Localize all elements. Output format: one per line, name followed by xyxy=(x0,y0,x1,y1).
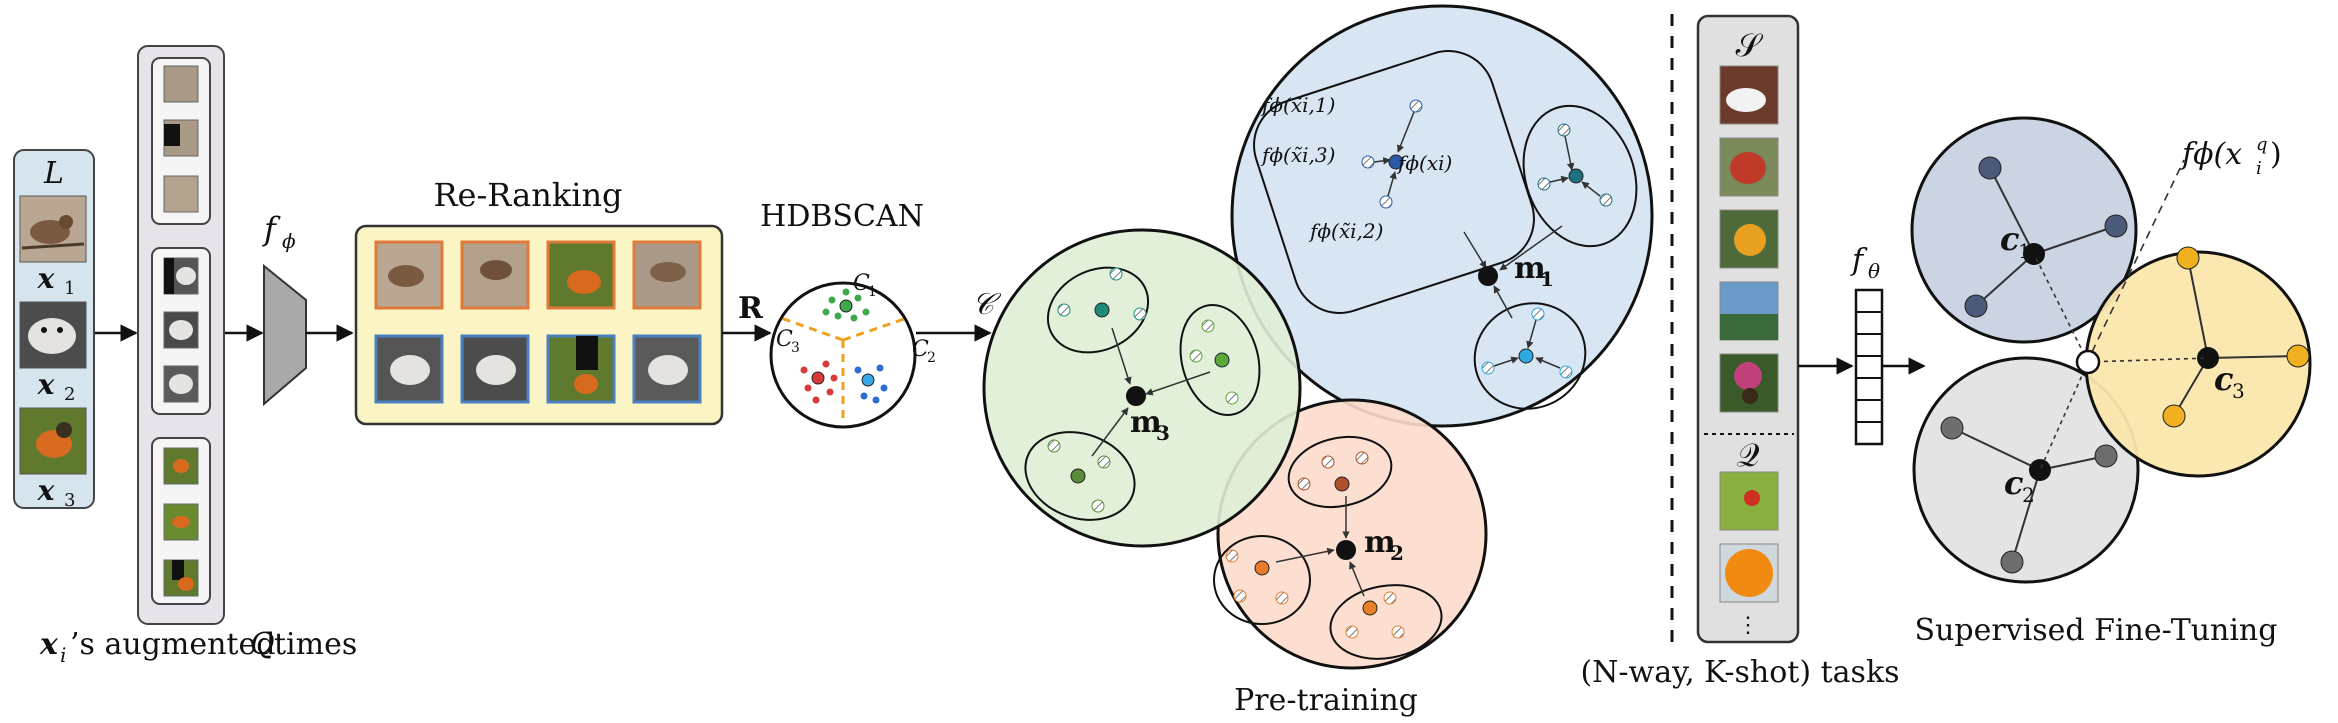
caption-augment-x: x xyxy=(39,627,59,662)
prototype-m1 xyxy=(1478,266,1498,286)
label-c1: c xyxy=(2000,220,2019,258)
query-set-label: 𝒬 xyxy=(1737,436,1760,474)
query-label-close: ) xyxy=(2270,137,2282,172)
finetune-head-vector xyxy=(1854,288,1884,446)
label-m1-sub: 1 xyxy=(1540,267,1554,291)
class-region-c2 xyxy=(1912,356,2140,584)
cluster-m1-region xyxy=(1230,4,1654,428)
hdbscan-title: HDBSCAN xyxy=(760,199,924,234)
class-region-c1 xyxy=(1910,116,2138,344)
hdbscan-label-c1-sub: 1 xyxy=(868,284,877,300)
caption-augment-text: ’s augmented xyxy=(70,627,275,662)
label-c2-sub: 2 xyxy=(2022,483,2035,507)
caption-augment-times: times xyxy=(274,627,357,662)
label-f-xi2: fϕ(x̃i,2) xyxy=(1308,219,1383,243)
head-label-sub: θ xyxy=(1868,259,1880,283)
tasks-caption: (N-way, K-shot) tasks xyxy=(1580,655,1899,690)
reranking-matrix-label: R xyxy=(738,291,764,326)
reranking-title: Re-Ranking xyxy=(433,176,622,214)
hdbscan-label-c2-sub: 2 xyxy=(927,350,936,366)
finetune-caption: Supervised Fine-Tuning xyxy=(1915,613,2278,648)
encoder-f-phi xyxy=(263,263,307,407)
input-label-x2-sub: 2 xyxy=(64,384,75,405)
input-label-x3: x xyxy=(37,474,55,507)
query-label-sup: q xyxy=(2256,134,2268,155)
hdbscan-label-c2: C xyxy=(912,337,929,362)
encoder-label: f xyxy=(262,210,281,248)
label-m2-sub: 2 xyxy=(1390,541,1404,565)
hdbscan-circle xyxy=(769,281,917,429)
label-f-xi1: fϕ(x̃i,1) xyxy=(1260,93,1335,117)
query-point xyxy=(2075,349,2101,375)
label-c1-sub: 1 xyxy=(2018,239,2031,263)
input-label-x1: x xyxy=(37,262,55,295)
task-panel xyxy=(1696,14,1800,644)
input-label-x3-sub: 3 xyxy=(64,490,75,511)
caption-augment-i: i xyxy=(60,643,66,667)
hdbscan-label-c3-sub: 3 xyxy=(791,340,800,356)
label-f-xi3: fϕ(x̃i,3) xyxy=(1260,143,1335,167)
label-m2: m xyxy=(1364,525,1396,560)
pretraining-clusters xyxy=(982,4,1654,670)
class-region-c3 xyxy=(2084,250,2312,478)
input-panel: L x 1 x 2 x 3 xyxy=(13,149,95,511)
caption-augment-q: Q xyxy=(250,627,275,662)
head-label: f xyxy=(1850,243,1868,278)
label-f-xi: fϕ(xi) xyxy=(1396,151,1452,175)
cluster-set-label: 𝒞 xyxy=(972,287,1002,322)
hdbscan-label-c3: C xyxy=(776,327,793,352)
input-panel-title: L xyxy=(43,156,64,191)
label-m1: m xyxy=(1514,251,1546,286)
input-image-opossum xyxy=(19,301,87,369)
query-set-dots: ⋮ xyxy=(1737,613,1759,638)
encoder-label-sub: ϕ xyxy=(282,229,296,253)
input-image-robin xyxy=(19,407,87,475)
reranking-panel xyxy=(354,224,724,426)
input-label-x1-sub: 1 xyxy=(64,278,75,299)
label-c2: c xyxy=(2004,464,2023,502)
label-c3-sub: 3 xyxy=(2232,379,2245,403)
support-set-label: 𝒮 xyxy=(1736,26,1764,64)
label-m3-sub: 3 xyxy=(1156,421,1170,445)
prototype-m2 xyxy=(1336,540,1356,560)
query-label-sub: i xyxy=(2256,158,2262,179)
input-label-x2: x xyxy=(37,368,55,401)
query-label: fϕ(x xyxy=(2180,137,2242,172)
pretraining-caption: Pre-training xyxy=(1234,683,1418,718)
prototype-m3 xyxy=(1126,386,1146,406)
label-m3: m xyxy=(1130,405,1162,440)
hdbscan-label-c1: C xyxy=(853,271,870,296)
prototype-classifier xyxy=(1910,116,2312,584)
input-image-bird xyxy=(19,195,87,263)
augmentation-panel xyxy=(137,45,225,625)
label-c3: c xyxy=(2214,360,2233,398)
